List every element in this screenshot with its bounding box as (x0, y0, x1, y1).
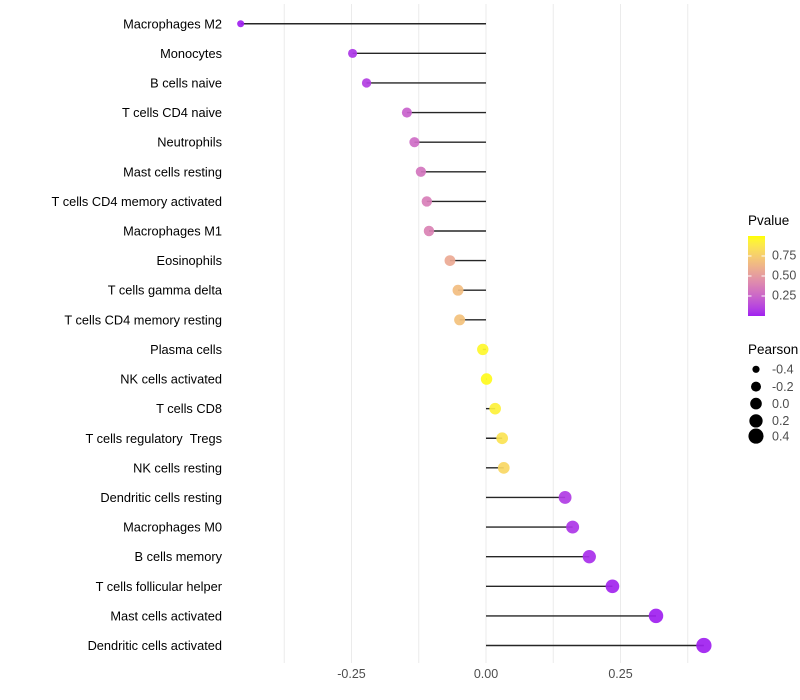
svg-text:T cells CD4 memory resting: T cells CD4 memory resting (64, 312, 222, 327)
svg-text:Macrophages M2: Macrophages M2 (123, 16, 222, 31)
svg-text:T cells CD4 naive: T cells CD4 naive (122, 105, 222, 120)
svg-text:0.00: 0.00 (474, 667, 498, 681)
svg-text:Pvalue: Pvalue (748, 213, 789, 228)
svg-text:0.0: 0.0 (772, 397, 789, 411)
svg-text:T cells follicular helper: T cells follicular helper (96, 579, 223, 594)
svg-text:0.50: 0.50 (772, 269, 796, 283)
svg-text:Neutrophils: Neutrophils (157, 135, 222, 150)
svg-text:-0.2: -0.2 (772, 380, 794, 394)
svg-text:T cells regulatory Tregs: T cells regulatory Tregs (85, 431, 222, 446)
svg-text:-0.4: -0.4 (772, 363, 794, 377)
svg-text:0.25: 0.25 (772, 289, 796, 303)
svg-text:B cells naive: B cells naive (150, 75, 222, 90)
svg-text:Plasma cells: Plasma cells (150, 342, 222, 357)
svg-text:Macrophages M0: Macrophages M0 (123, 520, 222, 535)
svg-text:T cells CD8: T cells CD8 (156, 401, 222, 416)
svg-text:Pearson: Pearson (748, 342, 798, 357)
svg-text:T cells CD4 memory activated: T cells CD4 memory activated (52, 194, 222, 209)
svg-text:0.25: 0.25 (608, 667, 632, 681)
svg-text:Dendritic cells activated: Dendritic cells activated (88, 638, 222, 653)
svg-text:T cells gamma delta: T cells gamma delta (108, 283, 223, 298)
svg-text:0.4: 0.4 (772, 429, 789, 443)
svg-text:Mast cells activated: Mast cells activated (110, 608, 222, 623)
svg-text:Macrophages M1: Macrophages M1 (123, 224, 222, 239)
svg-text:0.75: 0.75 (772, 249, 796, 263)
svg-text:Dendritic cells resting: Dendritic cells resting (100, 490, 222, 505)
svg-text:0.2: 0.2 (772, 414, 789, 428)
svg-text:Mast cells resting: Mast cells resting (123, 164, 222, 179)
svg-text:NK cells activated: NK cells activated (120, 372, 222, 387)
svg-text:NK cells resting: NK cells resting (133, 460, 222, 475)
svg-text:Eosinophils: Eosinophils (157, 253, 222, 268)
svg-text:B cells memory: B cells memory (135, 549, 223, 564)
svg-text:-0.25: -0.25 (337, 667, 366, 681)
svg-text:Monocytes: Monocytes (160, 46, 222, 61)
